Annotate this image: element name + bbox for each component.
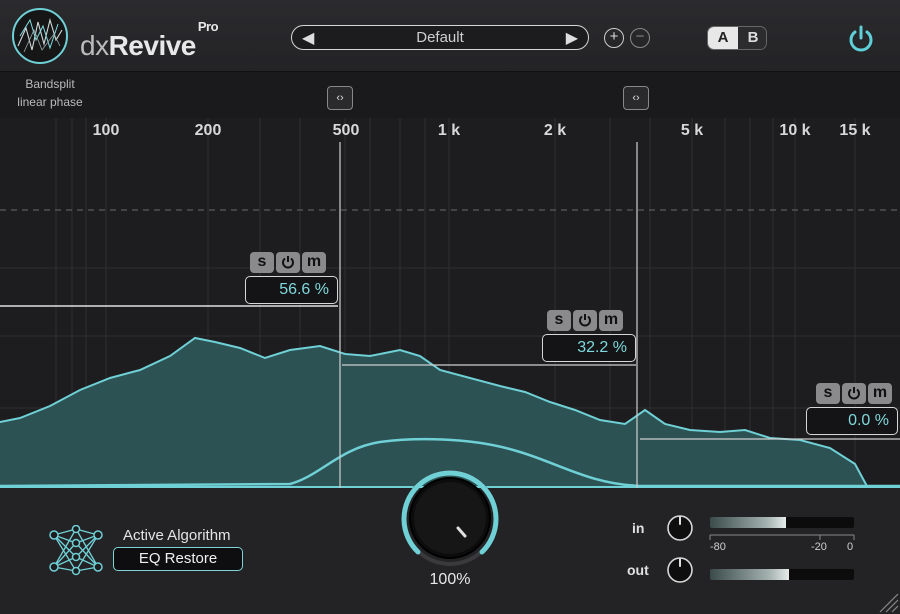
amount-value: 100% — [429, 571, 471, 588]
meter-scale-label: -20 — [811, 541, 827, 553]
spectrum-display — [0, 118, 900, 489]
band-3-tabs: s m — [816, 383, 892, 404]
add-preset-button[interactable]: + — [604, 28, 624, 48]
freq-label: 1 k — [437, 122, 461, 139]
brand-suffix: Pro — [197, 18, 219, 34]
band-2-solo-button[interactable]: s — [547, 310, 571, 331]
freq-label: 500 — [332, 122, 360, 139]
band-1-value[interactable]: 56.6 % — [245, 276, 338, 304]
band-1-mute-button[interactable]: m — [302, 252, 326, 273]
freq-label: 5 k — [680, 122, 704, 139]
freq-label: 200 — [194, 122, 222, 139]
band-3-solo-button[interactable]: s — [816, 383, 840, 404]
meter-scale: -80 -20 0 — [708, 534, 856, 556]
freq-label: 2 k — [543, 122, 567, 139]
output-label: out — [627, 562, 649, 578]
band-2-mute-button[interactable]: m — [599, 310, 623, 331]
power-icon — [579, 314, 591, 327]
bandsplit-label: Bandsplit linear phase — [0, 75, 100, 111]
output-meter — [710, 569, 854, 580]
output-gain-knob[interactable] — [666, 556, 694, 584]
ab-a-button[interactable]: A — [708, 27, 738, 49]
brand-title: dxRevivePro — [80, 19, 219, 62]
logo-icon — [12, 8, 68, 64]
freq-label: 15 k — [839, 122, 871, 139]
preset-prev-button[interactable]: ◀ — [302, 30, 315, 47]
amount-knob[interactable] — [398, 466, 502, 570]
input-gain-knob[interactable] — [666, 514, 694, 542]
brand-name: Revive — [108, 30, 197, 61]
ab-compare-toggle[interactable]: A B — [707, 26, 767, 50]
input-meter — [710, 517, 854, 528]
bandsplit-line1: Bandsplit — [25, 77, 75, 91]
algorithm-title: Active Algorithm — [123, 527, 231, 544]
remove-preset-button[interactable]: − — [630, 28, 650, 48]
algorithm-select[interactable]: EQ Restore — [113, 547, 243, 571]
band-3-mute-button[interactable]: m — [868, 383, 892, 404]
bandsplit-line2: linear phase — [17, 95, 83, 109]
band-1-solo-button[interactable]: s — [250, 252, 274, 273]
preset-name[interactable]: Default — [416, 29, 464, 46]
neural-network-icon — [49, 525, 103, 576]
input-label: in — [632, 520, 645, 536]
freq-label: 100 — [92, 122, 120, 139]
band-1-bypass-button[interactable] — [276, 252, 300, 273]
output-meter-fill — [710, 569, 790, 580]
split-handle-button[interactable]: ‹› — [327, 86, 353, 110]
meter-scale-label: 0 — [847, 541, 854, 553]
preset-next-button[interactable]: ▶ — [565, 30, 578, 47]
ab-b-button[interactable]: B — [738, 27, 766, 49]
power-icon — [282, 256, 294, 269]
band-3-bypass-button[interactable] — [842, 383, 866, 404]
band-1-tabs: s m — [250, 252, 326, 273]
input-meter-fill — [710, 517, 787, 528]
power-icon — [848, 387, 860, 400]
brand-prefix: dx — [80, 30, 109, 61]
band-2-bypass-button[interactable] — [573, 310, 597, 331]
band-2-tabs: s m — [547, 310, 623, 331]
band-3-value[interactable]: 0.0 % — [806, 407, 898, 435]
meter-scale-label: -80 — [710, 541, 726, 553]
power-icon[interactable] — [846, 24, 876, 54]
preset-selector[interactable]: ◀ Default ▶ — [291, 25, 589, 50]
resize-handle-icon[interactable] — [874, 588, 900, 614]
split-handle-button[interactable]: ‹› — [623, 86, 649, 110]
band-2-value[interactable]: 32.2 % — [542, 334, 636, 362]
freq-label: 10 k — [779, 122, 811, 139]
